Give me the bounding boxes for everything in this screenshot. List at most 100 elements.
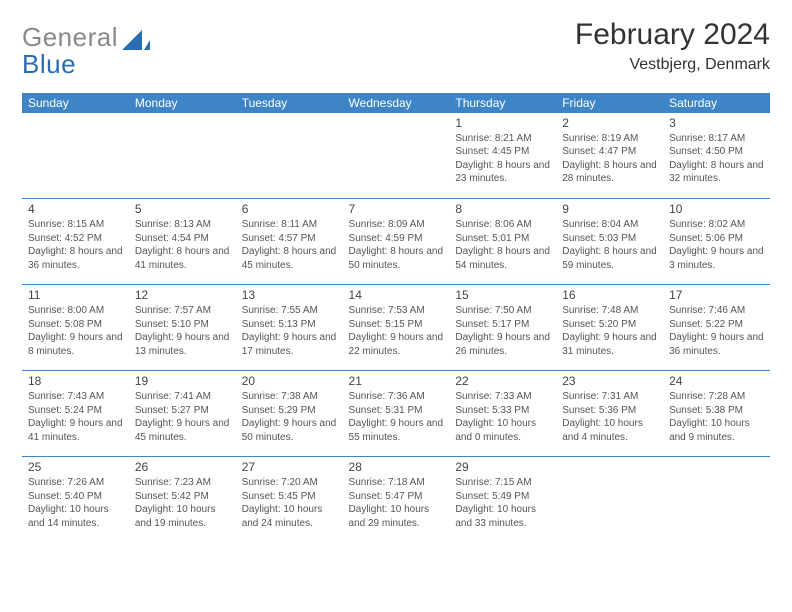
- sunset-line: Sunset: 5:24 PM: [28, 404, 123, 418]
- daylight-line: Daylight: 9 hours and 55 minutes.: [349, 417, 444, 444]
- daylight-line: Daylight: 8 hours and 36 minutes.: [28, 245, 123, 272]
- sunrise-line: Sunrise: 8:04 AM: [562, 218, 657, 232]
- daylight-line: Daylight: 9 hours and 31 minutes.: [562, 331, 657, 358]
- day-number: 17: [669, 287, 764, 303]
- calendar-row: 18Sunrise: 7:43 AMSunset: 5:24 PMDayligh…: [22, 371, 770, 457]
- sunset-line: Sunset: 5:49 PM: [455, 490, 550, 504]
- daylight-line: Daylight: 8 hours and 32 minutes.: [669, 159, 764, 186]
- day-number: 14: [349, 287, 444, 303]
- sunset-line: Sunset: 5:42 PM: [135, 490, 230, 504]
- calendar-cell: 10Sunrise: 8:02 AMSunset: 5:06 PMDayligh…: [663, 199, 770, 285]
- sunset-line: Sunset: 5:36 PM: [562, 404, 657, 418]
- calendar-cell: 13Sunrise: 7:55 AMSunset: 5:13 PMDayligh…: [236, 285, 343, 371]
- day-number: 18: [28, 373, 123, 389]
- weekday-header: Sunday: [22, 93, 129, 113]
- sunset-line: Sunset: 5:01 PM: [455, 232, 550, 246]
- weekday-header: Monday: [129, 93, 236, 113]
- daylight-line: Daylight: 8 hours and 28 minutes.: [562, 159, 657, 186]
- sunset-line: Sunset: 5:06 PM: [669, 232, 764, 246]
- sunrise-line: Sunrise: 8:09 AM: [349, 218, 444, 232]
- weekday-header: Friday: [556, 93, 663, 113]
- calendar-cell: [236, 113, 343, 199]
- day-number: 2: [562, 115, 657, 131]
- sunrise-line: Sunrise: 7:23 AM: [135, 476, 230, 490]
- calendar-cell: 18Sunrise: 7:43 AMSunset: 5:24 PMDayligh…: [22, 371, 129, 457]
- calendar-cell: 3Sunrise: 8:17 AMSunset: 4:50 PMDaylight…: [663, 113, 770, 199]
- day-number: 29: [455, 459, 550, 475]
- day-number: 13: [242, 287, 337, 303]
- sunrise-line: Sunrise: 8:13 AM: [135, 218, 230, 232]
- sunset-line: Sunset: 4:59 PM: [349, 232, 444, 246]
- day-number: 4: [28, 201, 123, 217]
- weekday-header: Saturday: [663, 93, 770, 113]
- calendar-cell: 2Sunrise: 8:19 AMSunset: 4:47 PMDaylight…: [556, 113, 663, 199]
- daylight-line: Daylight: 10 hours and 4 minutes.: [562, 417, 657, 444]
- calendar-cell: 1Sunrise: 8:21 AMSunset: 4:45 PMDaylight…: [449, 113, 556, 199]
- sunset-line: Sunset: 5:40 PM: [28, 490, 123, 504]
- calendar-head: SundayMondayTuesdayWednesdayThursdayFrid…: [22, 93, 770, 113]
- sunrise-line: Sunrise: 7:31 AM: [562, 390, 657, 404]
- calendar-cell: 8Sunrise: 8:06 AMSunset: 5:01 PMDaylight…: [449, 199, 556, 285]
- calendar-cell: 20Sunrise: 7:38 AMSunset: 5:29 PMDayligh…: [236, 371, 343, 457]
- sunset-line: Sunset: 4:45 PM: [455, 145, 550, 159]
- day-number: 22: [455, 373, 550, 389]
- day-number: 3: [669, 115, 764, 131]
- calendar-cell: [556, 457, 663, 543]
- sunrise-line: Sunrise: 7:55 AM: [242, 304, 337, 318]
- page-title: February 2024: [575, 18, 770, 52]
- sunset-line: Sunset: 4:50 PM: [669, 145, 764, 159]
- sunrise-line: Sunrise: 8:21 AM: [455, 132, 550, 146]
- day-number: 27: [242, 459, 337, 475]
- sunset-line: Sunset: 4:57 PM: [242, 232, 337, 246]
- calendar-cell: 26Sunrise: 7:23 AMSunset: 5:42 PMDayligh…: [129, 457, 236, 543]
- sunset-line: Sunset: 4:47 PM: [562, 145, 657, 159]
- daylight-line: Daylight: 9 hours and 22 minutes.: [349, 331, 444, 358]
- calendar-cell: 16Sunrise: 7:48 AMSunset: 5:20 PMDayligh…: [556, 285, 663, 371]
- day-number: 5: [135, 201, 230, 217]
- sunset-line: Sunset: 5:03 PM: [562, 232, 657, 246]
- calendar-row: 11Sunrise: 8:00 AMSunset: 5:08 PMDayligh…: [22, 285, 770, 371]
- sunrise-line: Sunrise: 7:50 AM: [455, 304, 550, 318]
- day-number: 11: [28, 287, 123, 303]
- sunset-line: Sunset: 5:27 PM: [135, 404, 230, 418]
- day-number: 12: [135, 287, 230, 303]
- sunset-line: Sunset: 5:20 PM: [562, 318, 657, 332]
- sunrise-line: Sunrise: 8:17 AM: [669, 132, 764, 146]
- day-number: 8: [455, 201, 550, 217]
- day-number: 21: [349, 373, 444, 389]
- calendar-body: 1Sunrise: 8:21 AMSunset: 4:45 PMDaylight…: [22, 113, 770, 543]
- daylight-line: Daylight: 9 hours and 26 minutes.: [455, 331, 550, 358]
- sunset-line: Sunset: 4:52 PM: [28, 232, 123, 246]
- daylight-line: Daylight: 9 hours and 17 minutes.: [242, 331, 337, 358]
- day-number: 28: [349, 459, 444, 475]
- daylight-line: Daylight: 8 hours and 50 minutes.: [349, 245, 444, 272]
- day-number: 23: [562, 373, 657, 389]
- daylight-line: Daylight: 8 hours and 41 minutes.: [135, 245, 230, 272]
- day-number: 25: [28, 459, 123, 475]
- daylight-line: Daylight: 10 hours and 19 minutes.: [135, 503, 230, 530]
- logo: General Blue: [22, 18, 152, 79]
- weekday-row: SundayMondayTuesdayWednesdayThursdayFrid…: [22, 93, 770, 113]
- sunrise-line: Sunrise: 8:15 AM: [28, 218, 123, 232]
- daylight-line: Daylight: 9 hours and 8 minutes.: [28, 331, 123, 358]
- daylight-line: Daylight: 8 hours and 23 minutes.: [455, 159, 550, 186]
- calendar-cell: 14Sunrise: 7:53 AMSunset: 5:15 PMDayligh…: [343, 285, 450, 371]
- sunrise-line: Sunrise: 7:26 AM: [28, 476, 123, 490]
- sunrise-line: Sunrise: 7:33 AM: [455, 390, 550, 404]
- sunrise-line: Sunrise: 7:20 AM: [242, 476, 337, 490]
- calendar-cell: 22Sunrise: 7:33 AMSunset: 5:33 PMDayligh…: [449, 371, 556, 457]
- logo-word-general: General: [22, 22, 118, 52]
- sunrise-line: Sunrise: 7:15 AM: [455, 476, 550, 490]
- day-number: 6: [242, 201, 337, 217]
- daylight-line: Daylight: 10 hours and 9 minutes.: [669, 417, 764, 444]
- daylight-line: Daylight: 9 hours and 3 minutes.: [669, 245, 764, 272]
- calendar-cell: 7Sunrise: 8:09 AMSunset: 4:59 PMDaylight…: [343, 199, 450, 285]
- topbar: General Blue February 2024 Vestbjerg, De…: [22, 18, 770, 79]
- sunrise-line: Sunrise: 7:46 AM: [669, 304, 764, 318]
- calendar-cell: [129, 113, 236, 199]
- sunset-line: Sunset: 5:15 PM: [349, 318, 444, 332]
- sunrise-line: Sunrise: 7:36 AM: [349, 390, 444, 404]
- calendar-cell: 25Sunrise: 7:26 AMSunset: 5:40 PMDayligh…: [22, 457, 129, 543]
- day-number: 19: [135, 373, 230, 389]
- day-number: 15: [455, 287, 550, 303]
